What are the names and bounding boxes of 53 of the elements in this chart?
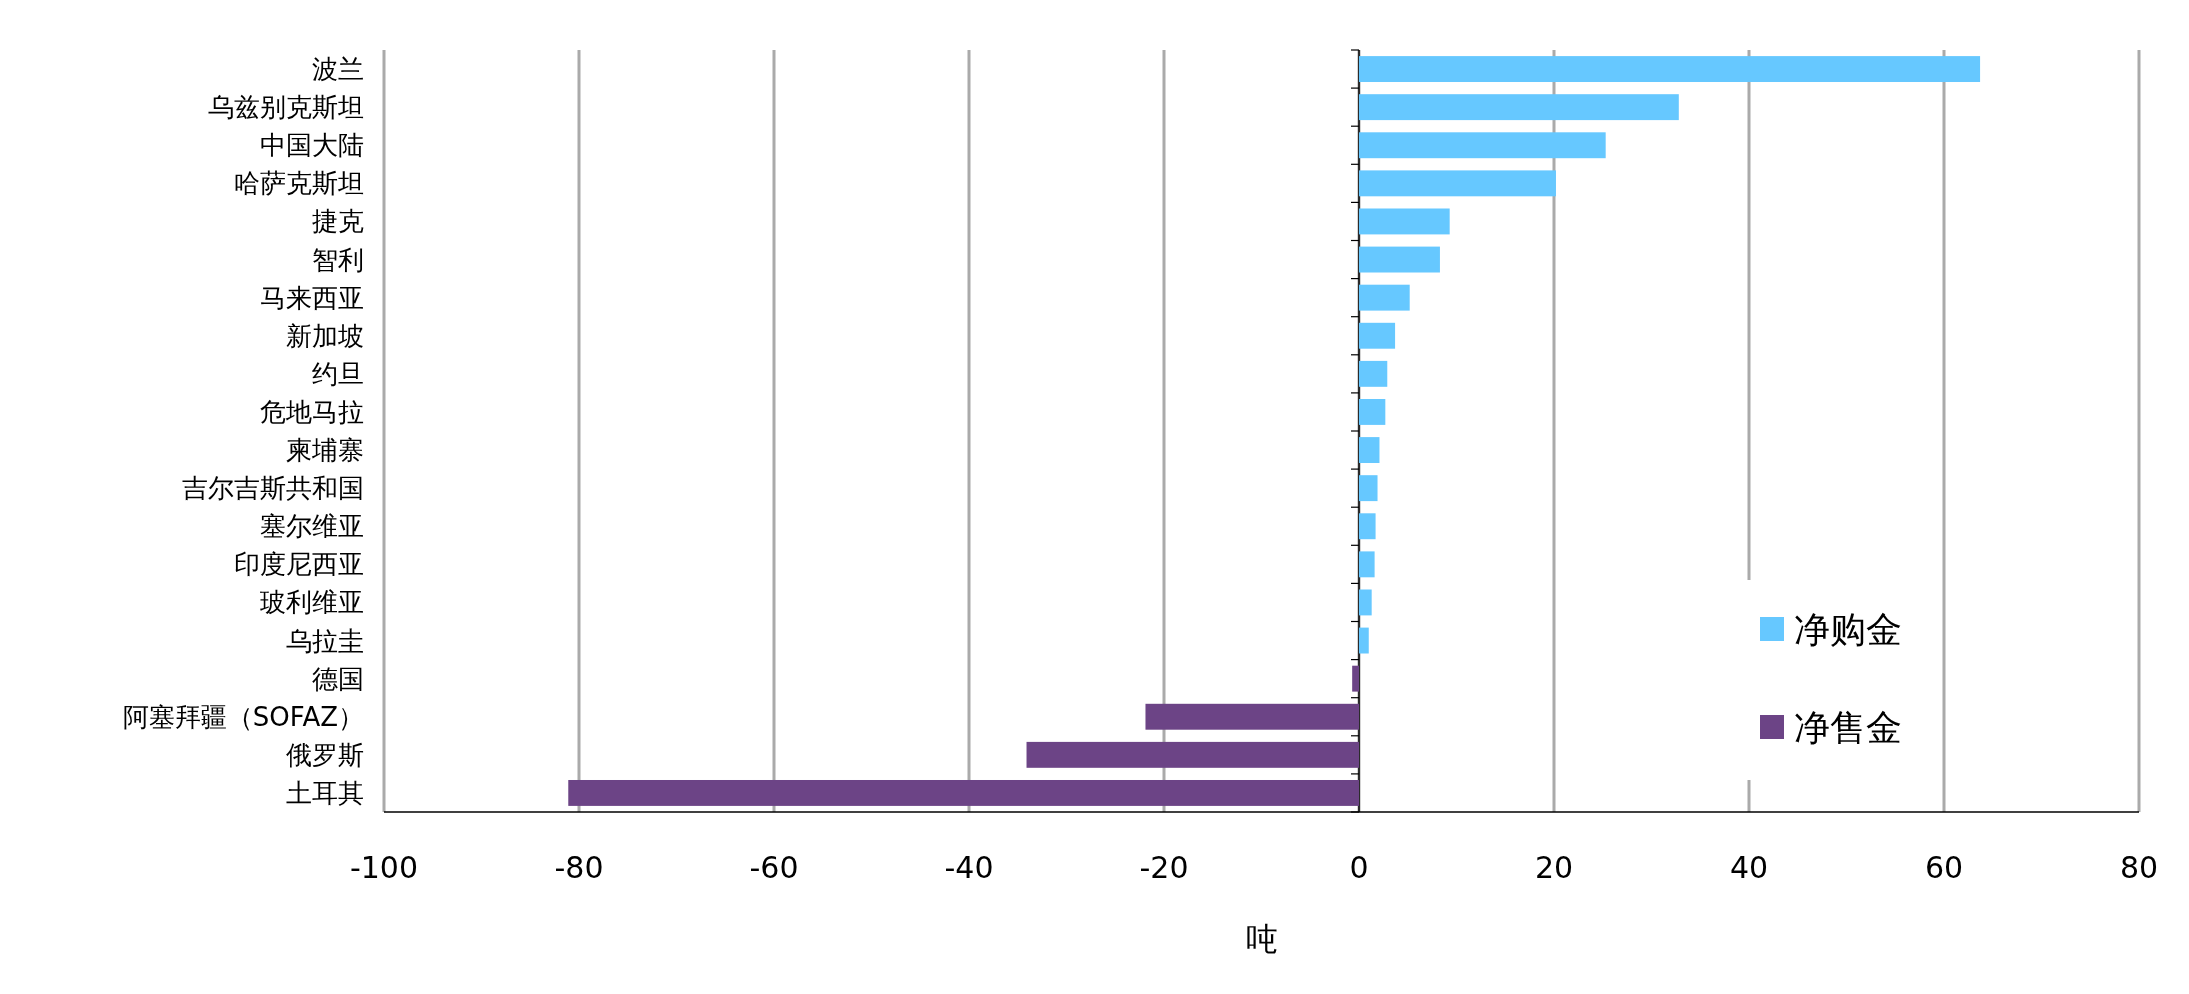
bar [1359,322,1396,349]
y-tick-label: 俄罗斯 [286,739,364,770]
bar [1359,132,1606,159]
y-tick-label: 土耳其 [286,777,364,808]
x-tick-label: -20 [1139,850,1189,885]
y-tick-label: 哈萨克斯坦 [234,168,364,199]
x-tick-label: 0 [1349,850,1369,885]
x-axis-title: 吨 [1245,920,1278,958]
x-tick-label: 80 [2119,850,2159,885]
bar [1359,360,1388,387]
x-tick-label: 60 [1924,850,1964,885]
y-tick-label: 波兰 [312,54,364,85]
bar [1359,284,1410,311]
bar [1145,703,1359,730]
legend-label: 净购金 [1794,609,1902,650]
y-tick-label: 智利 [312,244,364,275]
y-tick-label: 柬埔寨 [286,435,364,466]
y-tick-label: 印度尼西亚 [234,549,364,580]
y-tick-label: 中国大陆 [260,130,364,161]
bar [1026,741,1360,768]
y-tick-label: 吉尔吉斯共和国 [182,473,364,504]
y-tick-label: 乌拉圭 [286,625,364,656]
bar [1359,399,1386,425]
bar [1359,589,1372,616]
bar [1359,627,1369,654]
y-tick-label: 约旦 [312,358,364,389]
bar [1359,475,1378,502]
bar [1359,56,1981,82]
y-tick-label: 危地马拉 [260,396,364,427]
bar [1359,513,1376,540]
y-tick-label: 新加坡 [286,320,364,351]
y-tick-label: 马来西亚 [260,282,364,313]
bar [1359,437,1380,463]
y-tick-label: 塞尔维亚 [260,511,364,542]
bar [1359,170,1556,197]
x-tick-label: 40 [1729,850,1769,885]
y-tick-label: 乌兹别克斯坦 [208,92,364,123]
x-tick-label: -60 [749,850,799,885]
bar [1352,665,1360,692]
bar [1359,208,1450,235]
bar [568,780,1359,806]
x-tick-label: -40 [944,850,994,885]
y-tick-label: 玻利维亚 [260,587,364,618]
y-tick-label: 德国 [312,663,364,694]
x-tick-label: -80 [554,850,604,885]
legend-label: 净售金 [1794,707,1902,748]
bar [1359,551,1375,578]
x-tick-label: 20 [1534,850,1574,885]
y-tick-label: 捷克 [312,206,364,237]
x-tick-label: -100 [349,850,419,885]
bar [1359,246,1440,273]
bar [1359,94,1679,121]
y-tick-label: 阿塞拜疆（SOFAZ） [122,701,364,732]
